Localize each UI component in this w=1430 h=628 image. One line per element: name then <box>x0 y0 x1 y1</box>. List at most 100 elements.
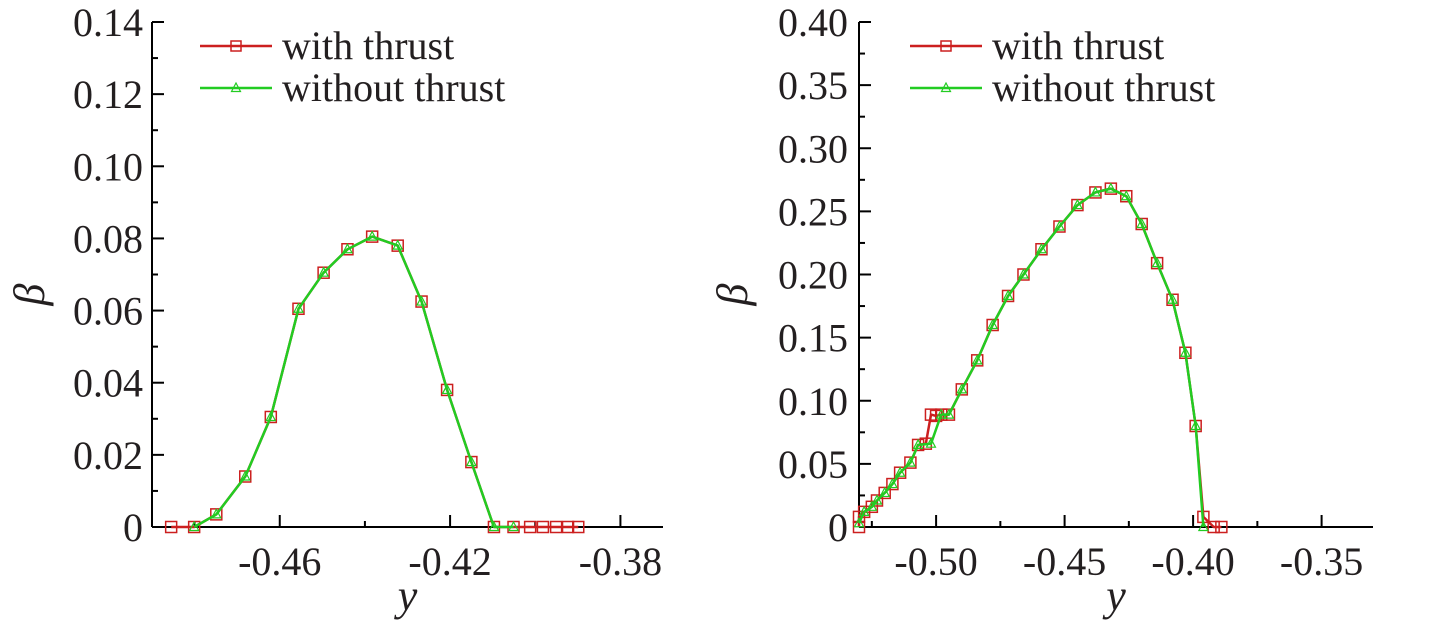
right-chart: 0 0.05 0.10 0.15 0.20 0.25 0.30 0.35 0.40 -0.50 -0… <box>708 0 1373 620</box>
x-tick-label: -0.35 <box>1280 539 1363 584</box>
data-point <box>1105 182 1117 193</box>
x-axis-title: y <box>394 571 418 620</box>
legend-marker <box>230 81 242 93</box>
data-point <box>1017 268 1029 279</box>
data-point <box>956 383 968 394</box>
left-chart: 0 0.02 0.04 0.06 0.08 0.10 0.12 0.14 -0.46 -0.42 -… <box>5 0 663 620</box>
data-point <box>508 520 520 532</box>
y-tick-label: 0.25 <box>778 189 848 234</box>
y-tick-label: 0.02 <box>73 433 143 478</box>
y-tick-label: 0 <box>828 505 848 550</box>
legend-label: without thrust <box>992 65 1215 110</box>
data-point <box>1089 186 1101 197</box>
series-without-thrust <box>188 230 520 532</box>
data-point <box>572 520 585 534</box>
data-point <box>879 486 891 498</box>
data-point <box>904 456 916 467</box>
data-point <box>1215 520 1228 534</box>
data-point <box>1120 189 1132 201</box>
y-tick-label: 0.20 <box>778 253 848 298</box>
data-point <box>971 354 983 365</box>
data-point <box>341 242 353 254</box>
data-point <box>1071 198 1083 210</box>
data-point <box>210 508 222 519</box>
data-point <box>1053 220 1065 231</box>
y-tick-label: 0.35 <box>778 63 848 108</box>
data-point <box>1190 419 1202 431</box>
data-point <box>441 383 453 395</box>
data-point <box>925 437 937 448</box>
data-point <box>886 477 898 489</box>
y-tick-label: 0 <box>123 505 143 550</box>
data-point <box>239 470 251 481</box>
y-tick-label: 0.04 <box>73 361 143 406</box>
data-point <box>366 230 378 241</box>
data-point <box>561 520 575 534</box>
legend-marker <box>940 81 952 93</box>
data-point <box>943 408 955 419</box>
data-point <box>1136 217 1148 229</box>
data-point <box>1197 520 1209 532</box>
series-with-thrust <box>852 182 1228 534</box>
y-tick-label: 0.30 <box>778 126 848 171</box>
y-tick-label: 0.10 <box>778 379 848 424</box>
legend-label: with thrust <box>282 23 454 68</box>
y-tick-label: 0.14 <box>73 0 143 45</box>
y-tick-label: 0.05 <box>778 442 848 487</box>
data-point <box>416 295 428 306</box>
legend-marker <box>940 40 952 52</box>
data-point <box>536 520 550 534</box>
legend-item-without-thrust: without thrust <box>200 65 505 110</box>
legend-label: with thrust <box>992 23 1164 68</box>
x-tick-label: -0.50 <box>894 539 977 584</box>
data-point <box>853 516 865 528</box>
legend-item-with-thrust: with thrust <box>910 23 1164 68</box>
x-tick-label: -0.42 <box>408 539 491 584</box>
data-point <box>1035 242 1047 254</box>
data-point <box>488 520 500 532</box>
series-with-thrust <box>164 230 585 534</box>
data-point <box>1179 346 1191 357</box>
series-line <box>857 187 1222 529</box>
data-point <box>1207 520 1220 534</box>
data-point <box>523 520 537 534</box>
y-tick-label: 0.08 <box>73 216 143 261</box>
data-point <box>392 239 404 250</box>
x-tick-label: -0.45 <box>1023 539 1106 584</box>
data-point <box>465 455 477 467</box>
series-line <box>857 187 1205 528</box>
legend-item-without-thrust: without thrust <box>910 65 1215 110</box>
data-point <box>549 520 563 534</box>
x-tick-label: -0.46 <box>238 539 321 584</box>
data-point <box>1167 293 1179 304</box>
axes: 0 0.02 0.04 0.06 0.08 0.10 0.12 0.14 -0.46 -0.42 -… <box>5 0 663 620</box>
data-point <box>866 500 878 511</box>
data-point <box>894 466 906 477</box>
series-line <box>171 235 579 529</box>
y-axis-title: β <box>5 283 54 306</box>
x-tick-label: -0.38 <box>579 539 662 584</box>
data-point <box>987 318 999 330</box>
axes: 0 0.05 0.10 0.15 0.20 0.25 0.30 0.35 0.40 -0.50 -0… <box>708 0 1373 620</box>
data-point <box>318 266 330 277</box>
data-point <box>292 302 304 313</box>
series-line <box>193 235 514 529</box>
series-without-thrust <box>853 182 1209 532</box>
data-point <box>935 408 947 419</box>
data-point <box>912 438 924 450</box>
legend-marker <box>230 40 242 52</box>
x-axis-title: y <box>1102 571 1126 620</box>
data-point <box>1002 289 1014 301</box>
x-tick-label: -0.40 <box>1151 539 1234 584</box>
data-point <box>164 520 178 534</box>
y-tick-label: 0.10 <box>73 144 143 189</box>
data-point <box>871 494 883 505</box>
legend-label: without thrust <box>282 65 505 110</box>
y-tick-label: 0.15 <box>778 316 848 361</box>
y-tick-label: 0.12 <box>73 72 143 117</box>
data-point <box>265 410 277 422</box>
y-tick-label: 0.40 <box>778 0 848 45</box>
